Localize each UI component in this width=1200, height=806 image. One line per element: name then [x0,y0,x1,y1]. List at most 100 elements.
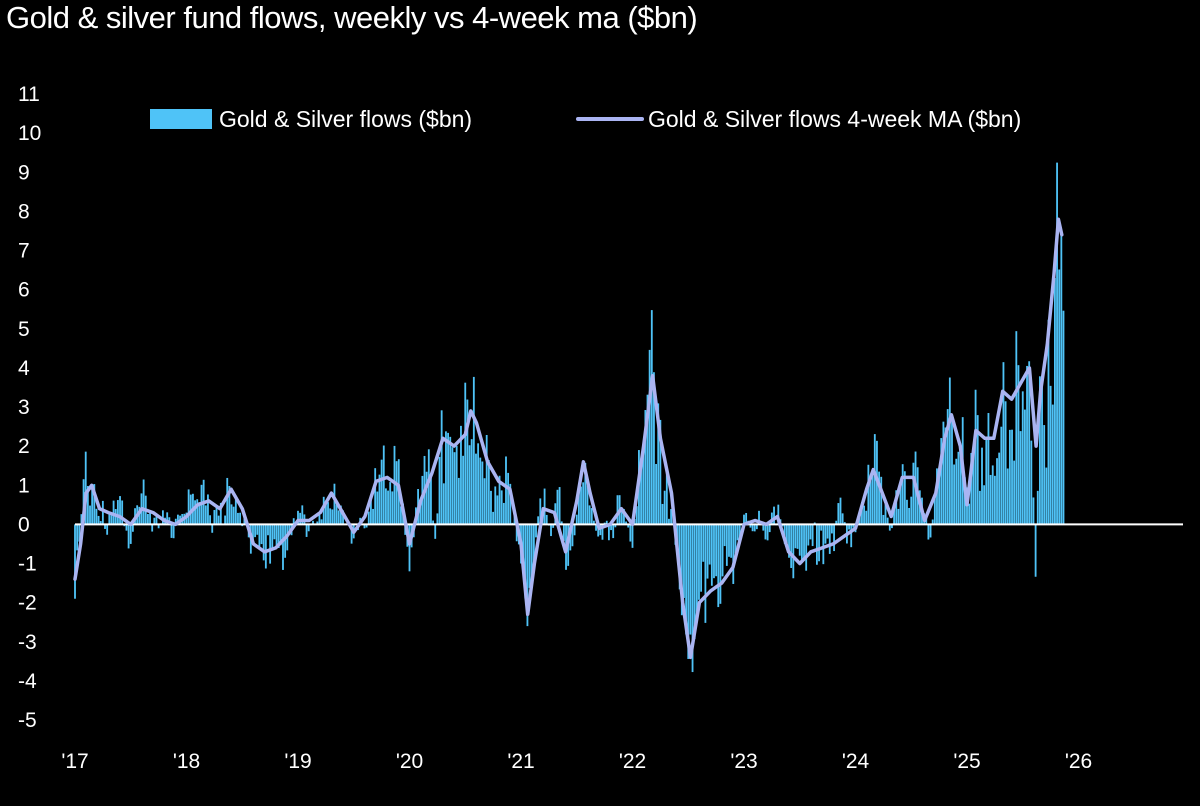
x-tick-label: '22 [619,750,646,773]
legend: Gold & Silver flows ($bn) Gold & Silver … [150,106,1021,132]
weekly-flow-bar [755,524,758,530]
weekly-flow-bar [640,458,642,525]
y-tick-label: -1 [18,553,37,576]
weekly-flow-bar [987,413,990,525]
weekly-flow-bar [1054,277,1056,525]
weekly-flow-bar [131,524,134,532]
weekly-flow-bar [601,524,604,540]
weekly-flow-bar [668,518,670,525]
weekly-flow-bar [252,524,254,544]
weekly-flow-bar [623,508,625,525]
weekly-flow-bar [861,502,863,525]
weekly-flow-bar [981,447,983,525]
y-tick-label: 4 [18,357,30,380]
weekly-flow-bar [1056,162,1058,525]
weekly-flow-bar [588,505,591,525]
weekly-flow-bar [833,524,835,552]
weekly-flow-bar [805,524,808,571]
weekly-flow-bar [680,524,683,616]
weekly-flow-bar [440,410,443,525]
weekly-flow-bar [472,376,475,525]
y-tick-label: 10 [18,122,41,145]
weekly-flow-bar [1026,365,1028,525]
weekly-flow-bar [650,310,653,525]
weekly-flow-bar [505,456,507,525]
weekly-flow-bar [99,521,102,525]
weekly-flow-bar [929,524,932,538]
weekly-flow-bar [507,472,510,525]
weekly-flow-bar [730,524,733,558]
weekly-flow-bar [509,483,512,525]
legend-bar-label: Gold & Silver flows ($bn) [219,106,472,132]
y-tick-label: -4 [18,670,37,693]
weekly-flow-bar [627,524,630,528]
weekly-flow-bar [891,524,893,529]
weekly-flow-bar [972,445,975,525]
y-tick-label: 9 [18,161,30,184]
weekly-flow-bar [198,502,201,525]
weekly-flow-bar [1002,362,1005,525]
weekly-flow-bar [387,490,389,525]
weekly-flow-bar [970,453,973,525]
weekly-flow-bar [305,524,308,537]
weekly-flow-bar [597,524,600,537]
weekly-flow-bar [738,524,741,540]
x-tick-label: '24 [842,750,870,773]
weekly-flow-bar [318,514,321,525]
weekly-flow-bar [985,437,988,525]
weekly-flow-bar [526,524,529,627]
weekly-flow-bar [483,478,486,525]
weekly-flow-bar [998,452,1001,525]
weekly-flow-bar [432,520,434,525]
weekly-flow-bar [734,524,737,554]
weekly-flow-bar [307,524,310,532]
weekly-flow-bar [843,522,846,525]
weekly-flow-bar [462,455,465,525]
weekly-flow-bar [1021,391,1024,525]
weekly-flow-bar [927,524,930,540]
weekly-flow-bar [74,524,76,599]
weekly-flow-bar [391,491,394,525]
weekly-flow-bar [297,510,299,525]
weekly-flow-bar [728,524,730,557]
weekly-flow-bar [818,524,820,562]
weekly-flow-bar [670,509,672,525]
weekly-flow-bar [494,486,497,525]
weekly-flow-bar [372,508,374,525]
weekly-flow-bar [442,483,445,525]
weekly-flow-bar [635,506,638,525]
weekly-flow-bar [886,517,889,525]
weekly-flow-bar [492,511,495,525]
weekly-flow-bar [715,524,718,577]
weekly-flow-bar [978,490,981,525]
weekly-flow-bar [232,506,235,525]
weekly-flow-bar [751,524,754,532]
weekly-flow-bar [97,515,100,525]
weekly-flow-bar [408,524,411,572]
weekly-flow-bar [773,506,775,525]
weekly-flow-bar [974,389,977,525]
weekly-flow-bar [661,503,664,525]
weekly-flow-bar [901,464,904,525]
weekly-flow-bar [993,475,996,525]
weekly-flow-bar [234,495,237,525]
weekly-flow-bar [590,508,593,525]
weekly-flow-bar [629,524,632,542]
weekly-flow-bar [419,500,422,525]
weekly-flow-bar [194,500,196,525]
weekly-flow-bar [1030,440,1033,525]
weekly-flow-bar [653,372,655,525]
weekly-flow-bar [86,485,89,525]
weekly-flow-bar [948,377,951,525]
weekly-flow-bar [369,498,372,525]
weekly-flow-bar [331,509,334,525]
weekly-flow-bar [586,485,589,525]
weekly-flow-bar [528,524,531,588]
y-tick-label: 7 [18,240,30,263]
weekly-flow-bar [837,503,840,525]
weekly-flow-bar [490,490,492,525]
weekly-flow-bar [550,524,552,537]
weekly-flow-bar [723,524,726,547]
weekly-flow-bar [719,524,722,604]
weekly-flow-bar [1034,524,1037,577]
